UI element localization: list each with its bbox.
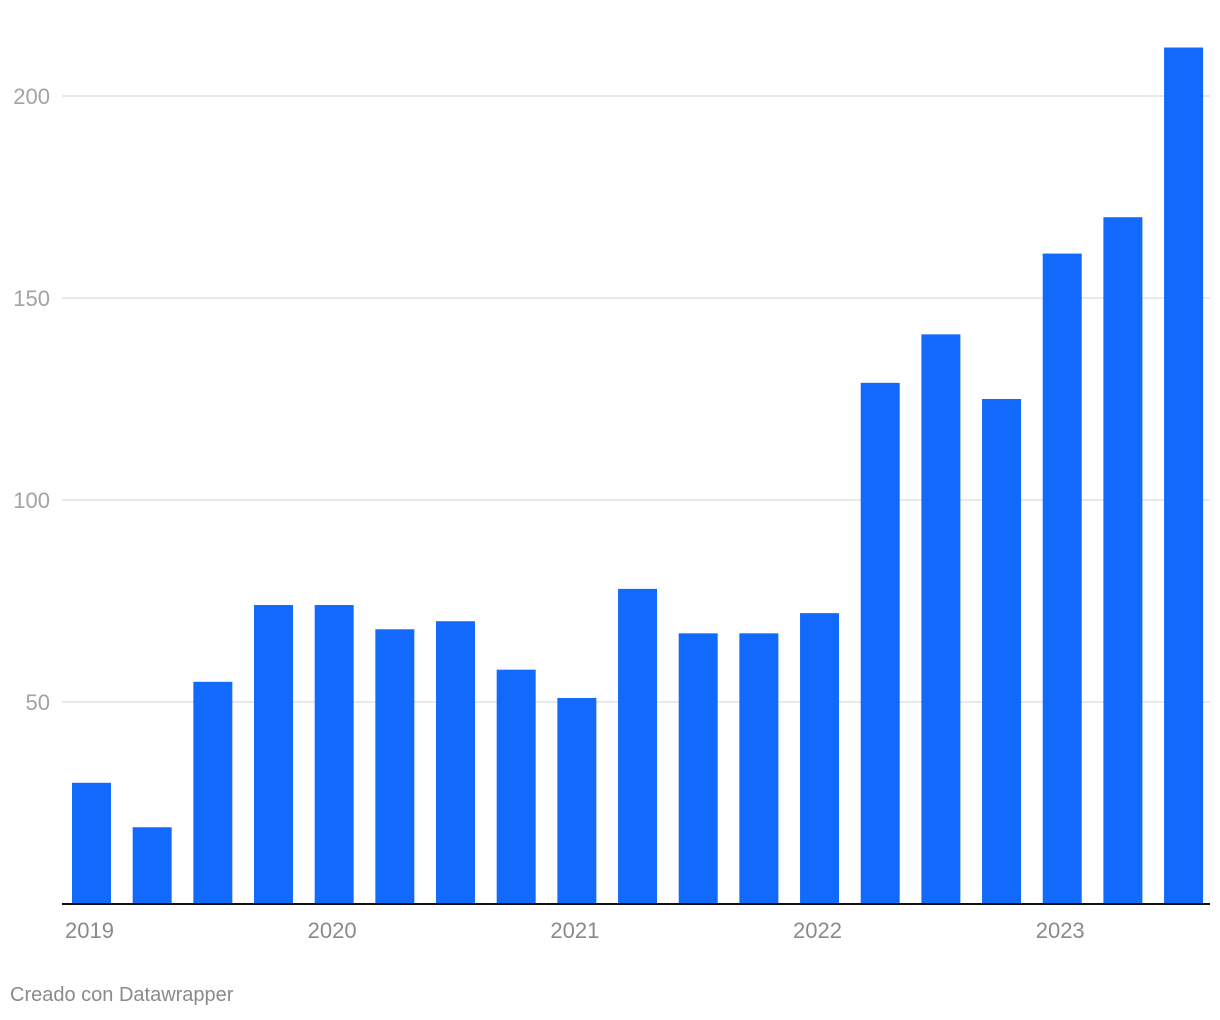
bar-2020-q3	[436, 621, 476, 904]
y-tick-label: 50	[26, 690, 50, 715]
bar-2020-q4	[496, 669, 536, 904]
bar-2021-q1	[557, 697, 597, 904]
bar-2021-q3	[678, 633, 718, 904]
bar-2020-q1	[314, 605, 354, 904]
x-tick-label: 2020	[308, 918, 357, 943]
bar-2022-q2	[860, 382, 900, 905]
x-axis-labels: 2019 2020 2021 2022 2023	[65, 918, 1085, 943]
y-tick-label: 150	[13, 286, 50, 311]
bar-2020-q2	[375, 629, 415, 904]
x-tick-label: 2023	[1036, 918, 1085, 943]
y-axis-labels: 50 100 150 200	[13, 84, 50, 715]
bar-2023-q3	[1164, 47, 1204, 904]
y-tick-label: 100	[13, 488, 50, 513]
x-tick-label: 2022	[793, 918, 842, 943]
bar-2022-q4	[982, 399, 1022, 904]
bar-2022-q3	[921, 334, 961, 904]
x-tick-label: 2021	[550, 918, 599, 943]
bar-2021-q2	[618, 588, 658, 904]
bar-2019-q1	[72, 782, 111, 904]
bar-2019-q4	[254, 605, 294, 904]
datawrapper-credit: Creado con Datawrapper	[10, 984, 234, 1006]
bar-2021-q4	[739, 633, 779, 904]
bar-2023-q2	[1103, 217, 1143, 904]
bar-2019-q2	[132, 827, 172, 904]
bar-2019-q3	[193, 681, 233, 904]
bars	[72, 47, 1204, 905]
y-tick-label: 200	[13, 84, 50, 109]
x-tick-label: 2019	[65, 918, 114, 943]
bar-2022-q1	[800, 613, 840, 904]
bar-2023-q1	[1042, 253, 1082, 904]
